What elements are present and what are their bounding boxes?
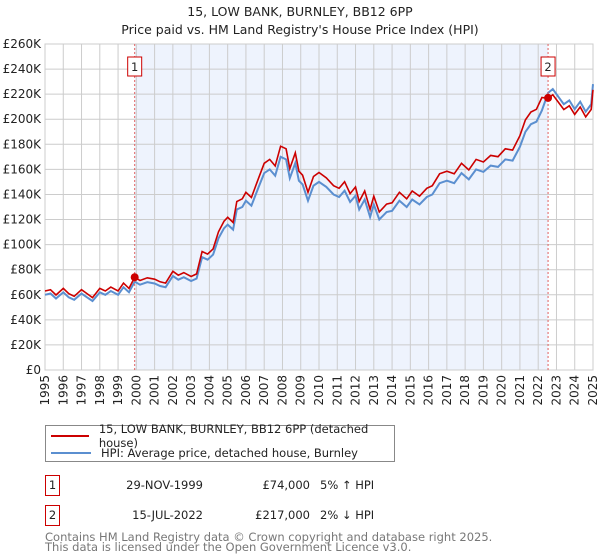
y-tick-label: £120K [3, 213, 43, 227]
footer-copyright: Contains HM Land Registry data © Crown c… [45, 530, 493, 544]
x-tick-label: 2011 [330, 375, 344, 406]
sale-hpi-diff: 2% ↓ HPI [320, 508, 375, 522]
x-tick-label: 2007 [257, 375, 271, 406]
legend-label: HPI: Average price, detached house, Burn… [101, 446, 358, 460]
x-tick-label: 2013 [367, 375, 381, 406]
x-tick-label: 2018 [458, 375, 472, 406]
sale-label: 1 [131, 60, 138, 74]
x-tick-label: 2017 [440, 375, 454, 406]
x-tick-label: 2010 [312, 375, 326, 406]
x-tick-label: 2022 [531, 375, 545, 406]
sale-date: 15-JUL-2022 [132, 508, 203, 522]
x-tick-label: 1995 [38, 375, 52, 406]
y-tick-label: £220K [3, 87, 43, 101]
shaded-ownership-period [134, 44, 549, 370]
sale-price: £74,000 [262, 478, 310, 492]
x-tick-label: 2023 [549, 375, 563, 406]
x-tick-label: 1999 [111, 375, 125, 406]
x-tick-label: 2001 [148, 375, 162, 406]
y-tick-label: £60K [10, 288, 42, 302]
y-tick-label: £140K [3, 187, 43, 201]
y-tick-label: £180K [3, 137, 43, 151]
x-tick-label: 2016 [422, 375, 436, 406]
x-tick-label: 2024 [568, 375, 582, 406]
y-tick-label: £80K [10, 263, 42, 277]
sale-number: 1 [45, 475, 60, 496]
sale-date: 29-NOV-1999 [126, 478, 203, 492]
x-tick-label: 2014 [385, 375, 399, 406]
x-tick-label: 2015 [403, 375, 417, 406]
sale-number: 2 [45, 505, 60, 526]
y-tick-label: £160K [3, 162, 43, 176]
x-tick-label: 2008 [275, 375, 289, 406]
sale-label-box [540, 56, 556, 77]
y-tick-label: £260K [3, 37, 43, 51]
y-tick-label: £20K [10, 338, 42, 352]
y-tick-label: £0 [26, 363, 41, 377]
chart-title: 15, LOW BANK, BURNLEY, BB12 6PP [187, 4, 413, 19]
x-tick-label: 2003 [184, 375, 198, 406]
sale-hpi-diff: 5% ↑ HPI [320, 478, 375, 492]
footer-licence: This data is licensed under the Open Gov… [45, 540, 412, 554]
x-tick-label: 2004 [202, 375, 216, 406]
sale-row: 1 29-NOV-1999 £74,000 5% ↑ HPI [45, 475, 445, 496]
legend-item-property: 15, LOW BANK, BURNLEY, BB12 6PP (detache… [51, 422, 394, 450]
x-tick-label: 2002 [166, 375, 180, 406]
sale-point [130, 273, 139, 282]
y-tick-label: £40K [10, 313, 42, 327]
x-tick-label: 2021 [513, 375, 527, 406]
x-tick-label: 2006 [239, 375, 253, 406]
x-tick-label: 2019 [476, 375, 490, 406]
legend-item-hpi: HPI: Average price, detached house, Burn… [51, 445, 358, 461]
x-tick-label: 1997 [75, 375, 89, 406]
hpi-line [44, 84, 594, 303]
sale-price: £217,000 [255, 508, 310, 522]
chart-subtitle: Price paid vs. HM Land Registry's House … [121, 22, 478, 37]
x-tick-label: 2025 [586, 375, 600, 406]
x-tick-label: 1998 [93, 375, 107, 406]
x-tick-label: 2020 [495, 375, 509, 406]
plot-border [44, 43, 594, 371]
price-chart: 15, LOW BANK, BURNLEY, BB12 6PP Price pa… [3, 4, 600, 406]
sale-point [544, 93, 553, 102]
red-line-swatch [51, 435, 89, 437]
legend-label: 15, LOW BANK, BURNLEY, BB12 6PP (detache… [98, 422, 369, 450]
x-tick-label: 2009 [294, 375, 308, 406]
blue-line-swatch [51, 452, 91, 454]
x-tick-label: 2000 [129, 375, 143, 406]
sale-label-box [127, 56, 143, 77]
sale-row: 2 15-JUL-2022 £217,000 2% ↓ HPI [45, 505, 445, 526]
property-line [44, 89, 594, 299]
x-tick-label: 1996 [56, 375, 70, 406]
x-tick-label: 2005 [221, 375, 235, 406]
y-tick-label: £100K [3, 238, 43, 252]
sale-label: 2 [544, 60, 551, 74]
x-tick-label: 2012 [349, 375, 363, 406]
legend: 15, LOW BANK, BURNLEY, BB12 6PP (detache… [45, 422, 395, 462]
y-tick-label: £200K [3, 112, 43, 126]
y-tick-label: £240K [3, 62, 43, 76]
